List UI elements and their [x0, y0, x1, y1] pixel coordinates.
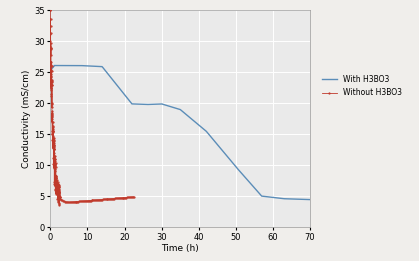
Y-axis label: Conductivity (mS/cm): Conductivity (mS/cm) — [22, 70, 31, 168]
With H3BO3 — [255, 190, 260, 193]
Without H3BO3 — [54, 183, 59, 186]
With H3BO3 — [226, 157, 231, 160]
With H3BO3 — [308, 198, 313, 201]
Without H3BO3 — [86, 199, 91, 202]
With H3BO3 — [52, 64, 57, 67]
Without H3BO3 — [57, 193, 62, 196]
Without H3BO3 — [50, 139, 55, 142]
With H3BO3 — [48, 77, 53, 80]
Line: With H3BO3: With H3BO3 — [50, 66, 310, 200]
Line: Without H3BO3: Without H3BO3 — [49, 10, 134, 206]
With H3BO3 — [75, 64, 80, 67]
With H3BO3 — [153, 103, 158, 106]
Without H3BO3 — [54, 191, 59, 194]
X-axis label: Time (h): Time (h) — [161, 244, 199, 253]
With H3BO3 — [251, 185, 256, 188]
Without H3BO3 — [48, 9, 53, 12]
Without H3BO3 — [56, 187, 61, 190]
Legend: With H3BO3, Without H3BO3: With H3BO3, Without H3BO3 — [322, 75, 402, 98]
Without H3BO3 — [57, 204, 62, 207]
With H3BO3 — [163, 103, 168, 106]
Without H3BO3 — [131, 195, 136, 198]
